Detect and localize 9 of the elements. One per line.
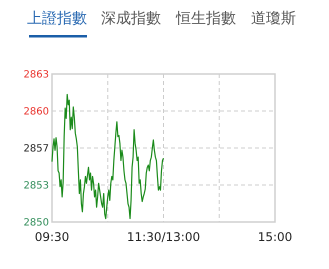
y-tick-label: 2857 xyxy=(24,144,49,154)
y-tick-label: 2863 xyxy=(24,70,49,80)
x-tick-label: 11:30/13:00 xyxy=(126,230,200,244)
x-tick-label: 09:30 xyxy=(34,230,70,244)
y-tick-label: 2850 xyxy=(24,218,49,228)
x-tick-label: 15:00 xyxy=(258,230,292,244)
y-tick-label: 2860 xyxy=(24,106,49,118)
tabs: 上證指數 深成指數 恒生指數 道瓊斯 xyxy=(27,9,296,38)
y-tick-label: 2853 xyxy=(24,180,49,192)
